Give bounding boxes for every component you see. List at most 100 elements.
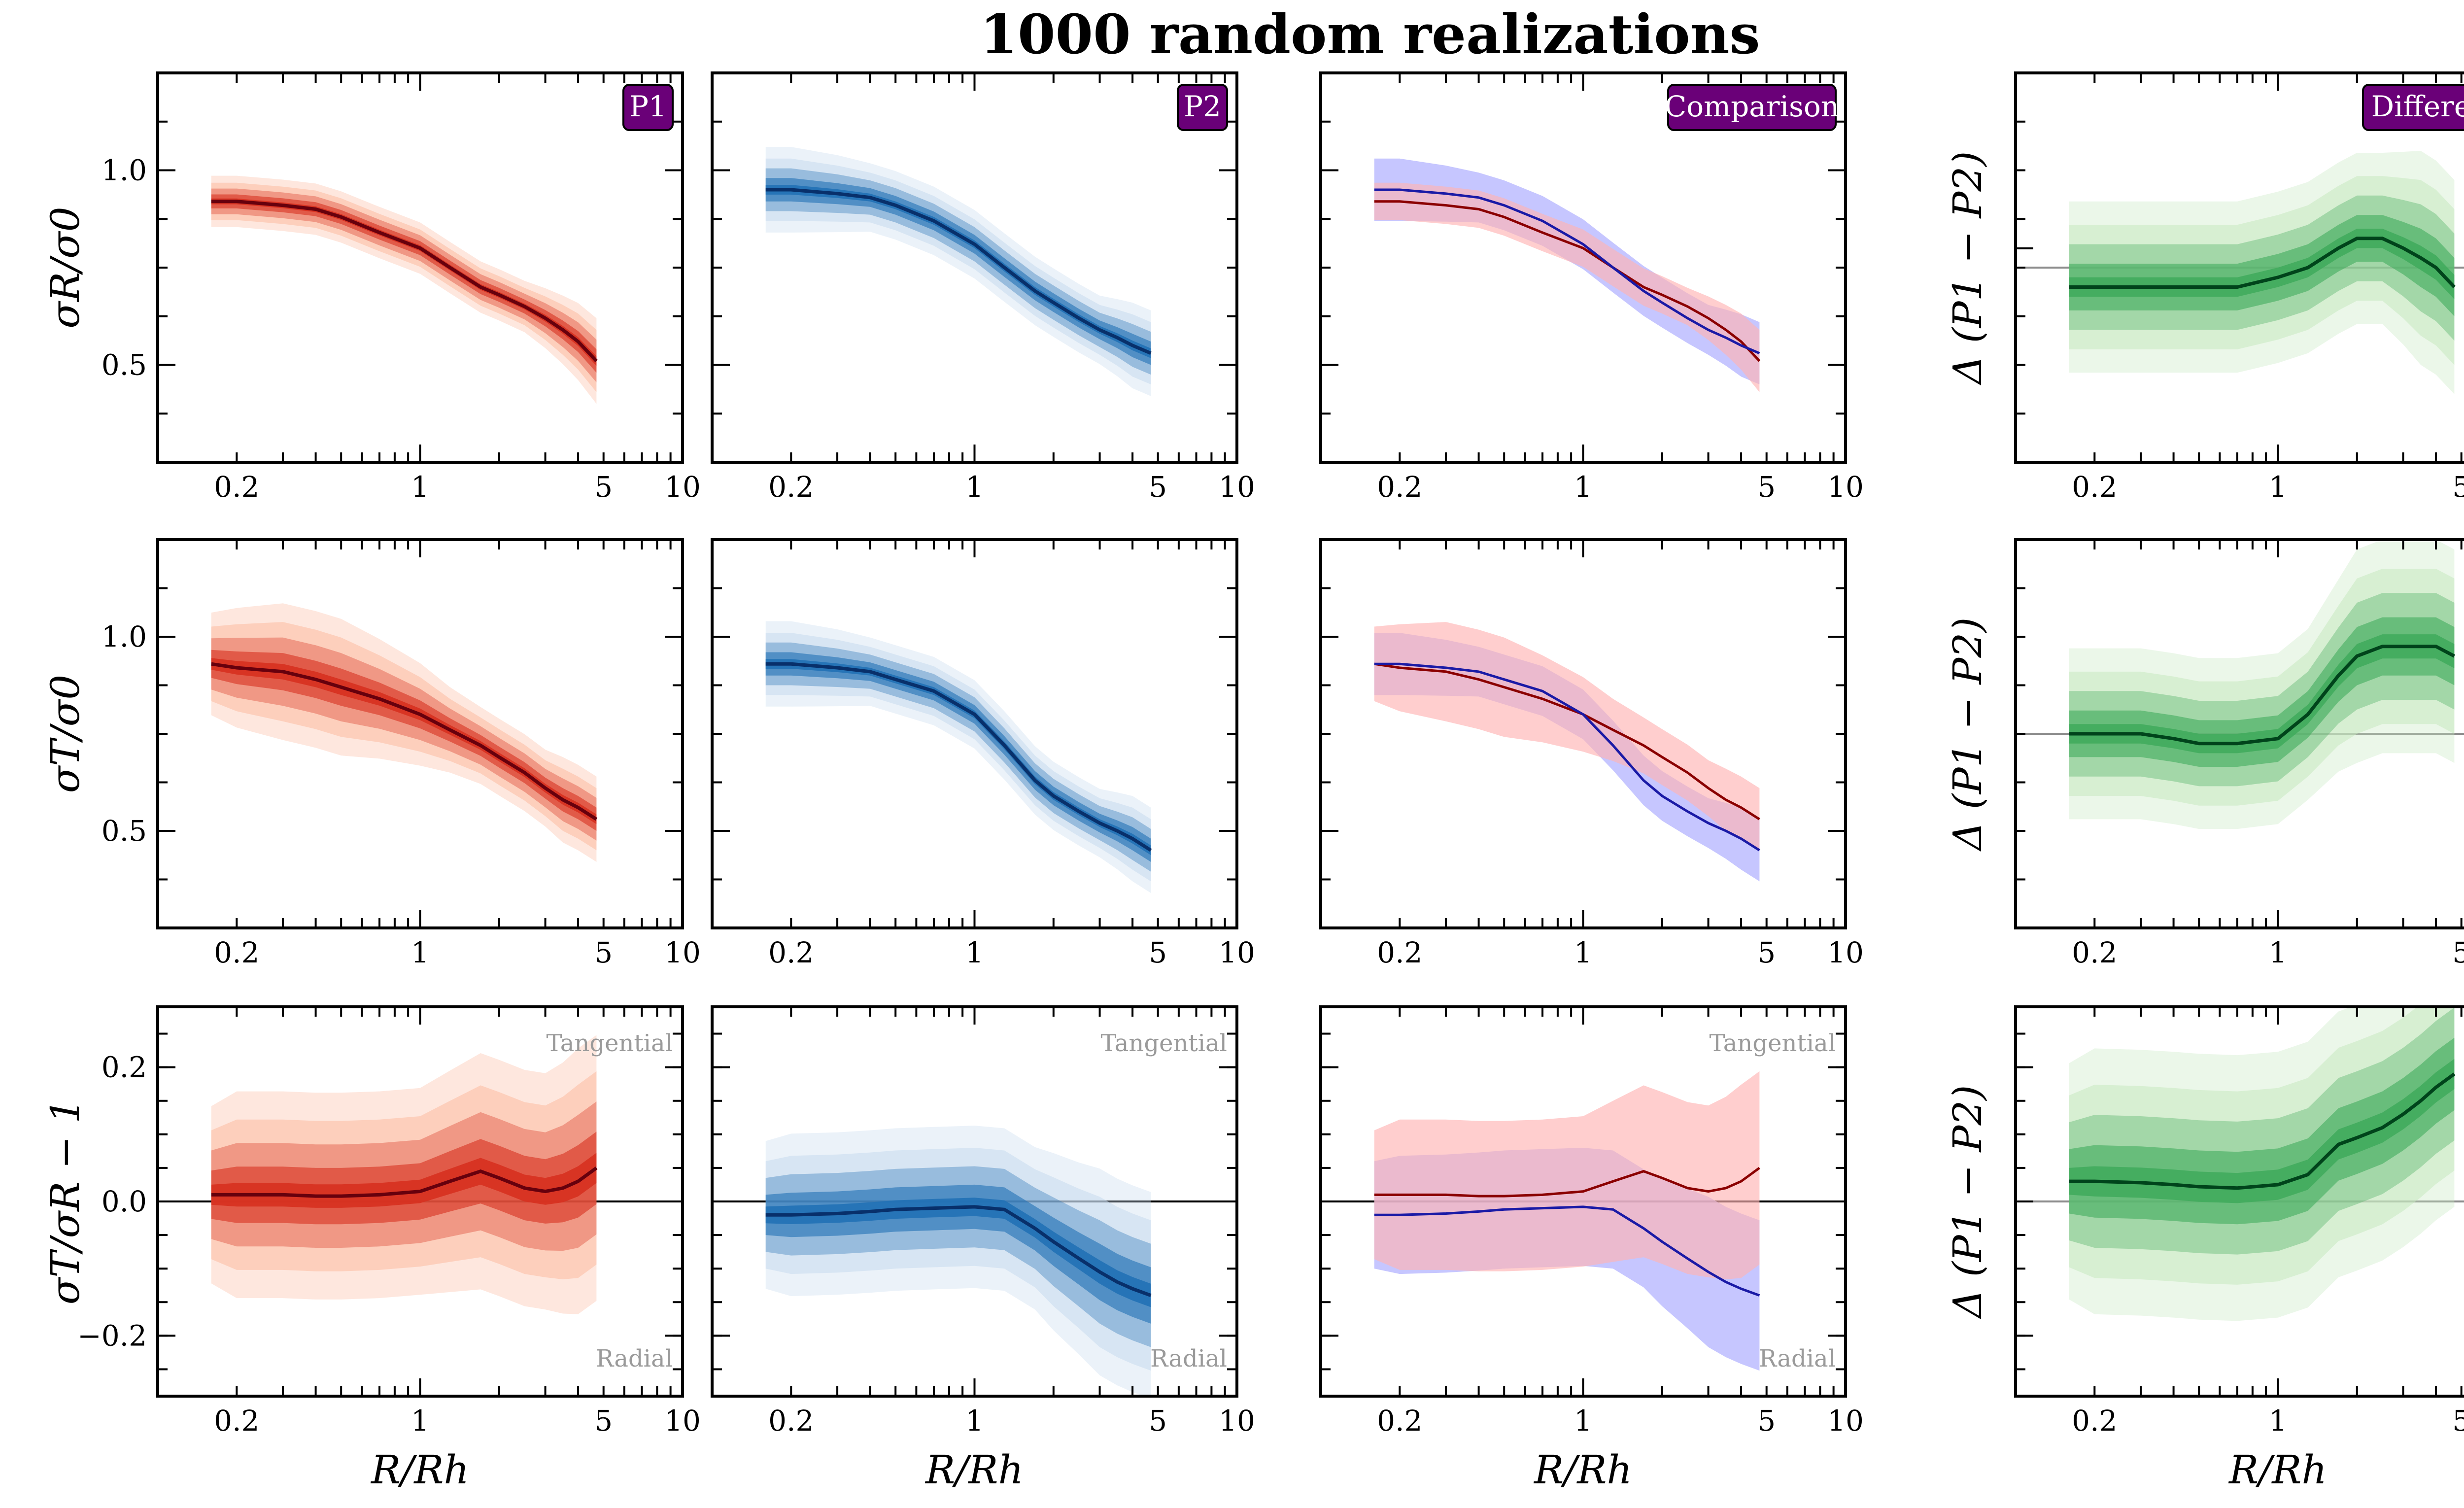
p1-band <box>1374 1071 1760 1279</box>
x-tick-label: 5 <box>1757 470 1776 504</box>
x-tick-label: 1 <box>965 1404 984 1438</box>
plot-area <box>765 621 1152 893</box>
panel-r2-c3: 0.2 1 5 10 <box>1319 538 1864 969</box>
plot-area <box>712 1126 1237 1396</box>
x-tick-label: 0.2 <box>2072 1404 2117 1438</box>
y-axis-label: σT/σ0 <box>42 675 88 793</box>
x-tick-label: 1 <box>1574 470 1592 504</box>
y-tick-label: 0.2 <box>102 1051 147 1084</box>
panel-r2-c2: 0.2 1 5 10 <box>711 538 1255 969</box>
y-axis-label: σT/σR − 1 <box>42 1098 88 1305</box>
diff-band-5 <box>2069 634 2455 754</box>
x-tick-label: 10 <box>1219 470 1255 504</box>
y-tick-label: 0.5 <box>102 814 147 848</box>
x-tick-label: 10 <box>1827 1404 1864 1438</box>
p2-band-2 <box>765 158 1151 384</box>
x-tick-label: 0.2 <box>1377 936 1422 969</box>
x-tick-label: 0.2 <box>768 470 814 504</box>
x-tick-label: 10 <box>664 936 701 969</box>
p1-band-4 <box>211 650 597 831</box>
x-tick-label: 5 <box>2452 936 2464 969</box>
plot-area <box>211 603 598 862</box>
x-tick-label: 5 <box>594 470 613 504</box>
panel-r2-c4: 0.21510Δ (P1 − P2) <box>1945 247 2464 969</box>
plot-area <box>1321 1071 1846 1371</box>
x-tick-label: 1 <box>1574 1404 1592 1438</box>
x-tick-label: 0.2 <box>214 470 259 504</box>
annotation-radial: Radial <box>1150 1345 1227 1372</box>
p2-band-4 <box>765 178 1151 365</box>
x-tick-label: 10 <box>664 1404 701 1438</box>
panel-r1-c3: 0.2 1 5 10 Comparison <box>1319 71 1864 504</box>
plot-area <box>158 1035 683 1314</box>
p2-median-line <box>1374 188 1760 355</box>
annotation-radial: Radial <box>596 1345 673 1372</box>
p1-median-line <box>1374 1166 1760 1198</box>
x-tick-label: 10 <box>1219 936 1255 969</box>
p2-band-4 <box>765 652 1151 862</box>
x-tick-label: 0.2 <box>2072 470 2117 504</box>
p2-band-2 <box>765 633 1151 882</box>
panel-badge-label: Difference <box>2371 90 2464 123</box>
y-tick-label: 0.5 <box>102 348 147 382</box>
p2-median-line <box>1374 662 1760 852</box>
panel-r3-c2: 0.2 1 5 10 Tangential Radial R/Rh <box>711 1005 1255 1493</box>
annotation-radial: Radial <box>1759 1345 1836 1372</box>
annotation-tangential: Tangential <box>547 1029 673 1057</box>
x-tick-label: 1 <box>2269 470 2287 504</box>
y-tick-label: 1.0 <box>102 154 147 187</box>
plot-area <box>2016 151 2464 394</box>
y-tick-label: 1.0 <box>102 620 147 653</box>
difference-y-axis-label: Δ (P1 − P2) <box>1945 1085 1990 1320</box>
x-tick-label: 0.2 <box>1377 470 1422 504</box>
annotation-tangential: Tangential <box>1101 1029 1227 1057</box>
x-tick-label: 5 <box>2452 1404 2464 1438</box>
x-tick-label: 1 <box>1574 936 1592 969</box>
annotation-tangential: Tangential <box>1710 1029 1836 1057</box>
diff-band-5 <box>2069 229 2455 300</box>
difference-y-axis-label: Δ (P1 − P2) <box>1945 617 1990 852</box>
panel-r3-c4: 0.21510Δ (P1 − P2)R/Rh <box>1945 1005 2464 1493</box>
x-axis-label: R/Rh <box>1533 1447 1632 1493</box>
panel-badge <box>2362 84 2464 131</box>
x-tick-label: 1 <box>411 1404 429 1438</box>
x-tick-label: 5 <box>594 936 613 969</box>
plot-area <box>2016 1007 2464 1321</box>
x-tick-label: 5 <box>594 1404 613 1438</box>
panel-badge-label: P1 <box>629 90 667 123</box>
x-axis-label: R/Rh <box>2228 1447 2327 1493</box>
x-axis-label: R/Rh <box>924 1447 1024 1493</box>
panel-grid: 0.2 1 5 10 0.5 1.0 P1 σR/σ0 0.2 1 5 10 P2 0.2 1 5 10 Comp… <box>42 71 2464 1493</box>
x-tick-label: 0.2 <box>214 1404 259 1438</box>
panel-badge <box>1667 84 1837 131</box>
x-tick-label: 0.2 <box>214 936 259 969</box>
panel-r1-c1: 0.2 1 5 10 0.5 1.0 P1 σR/σ0 <box>42 71 701 504</box>
panel-badge <box>622 84 674 131</box>
y-tick-label: −0.2 <box>77 1319 147 1352</box>
x-tick-label: 0.2 <box>2072 936 2117 969</box>
x-tick-label: 5 <box>1149 470 1167 504</box>
panel-badge-label: Comparison <box>1665 90 1839 123</box>
x-tick-label: 5 <box>1149 1404 1167 1438</box>
panel-r1-c4: 0.21510DifferenceΔ (P1 − P2) <box>1945 71 2464 504</box>
figure-title: 1000 random realizations <box>980 2 1760 66</box>
x-tick-label: 0.2 <box>768 1404 814 1438</box>
panel-badge <box>1177 84 1228 131</box>
x-tick-label: 0.2 <box>768 936 814 969</box>
panel-r3-c1: 0.2 1 5 10 −0.2 0.0 0.2 Tangential Radial σT/σR −… <box>42 1005 701 1493</box>
x-tick-label: 1 <box>965 936 984 969</box>
x-tick-label: 5 <box>1757 1404 1776 1438</box>
plot-area <box>765 147 1152 396</box>
p1-band <box>1374 622 1760 851</box>
x-tick-label: 1 <box>2269 936 2287 969</box>
x-axis-label: R/Rh <box>370 1447 469 1493</box>
x-tick-label: 1 <box>965 470 984 504</box>
x-tick-label: 1 <box>411 470 429 504</box>
x-tick-label: 10 <box>1219 1404 1255 1438</box>
x-tick-label: 10 <box>1827 470 1864 504</box>
x-tick-label: 1 <box>2269 1404 2287 1438</box>
y-axis-label: σR/σ0 <box>42 206 88 328</box>
x-tick-label: 10 <box>1827 936 1864 969</box>
p2-median-line <box>1374 1205 1760 1297</box>
